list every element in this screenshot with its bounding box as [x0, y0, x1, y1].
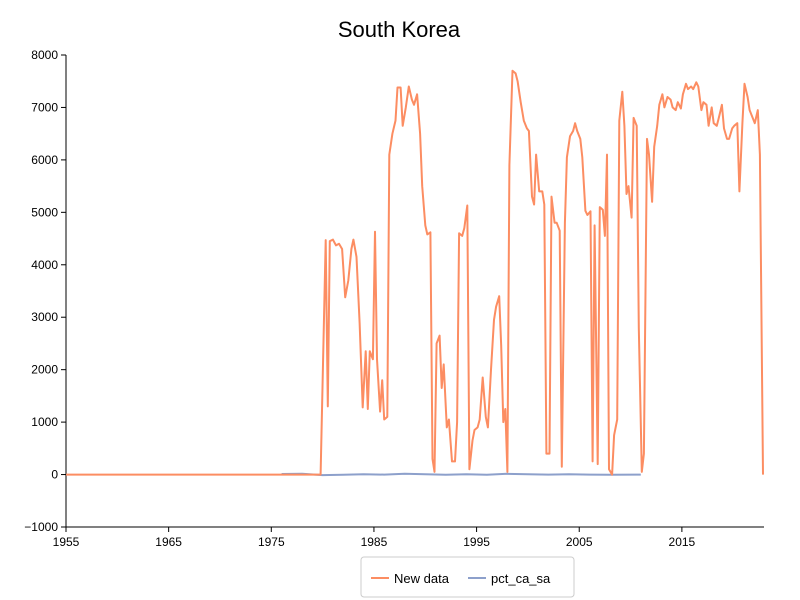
legend: New data pct_ca_sa [360, 556, 575, 598]
chart-title: South Korea [338, 17, 461, 42]
y-ticks: −1000 0 1000 2000 3000 4000 5000 6000 7000 8000 [24, 48, 66, 534]
x-tick-label: 1995 [463, 535, 490, 549]
y-tick-label: −1000 [24, 520, 58, 534]
series-line-pct-ca-sa [281, 472, 641, 477]
legend-box [360, 556, 575, 598]
y-tick-label: 2000 [31, 363, 58, 377]
y-tick-label: 1000 [31, 415, 58, 429]
axes [65, 55, 764, 528]
legend-label-new-data: New data [394, 571, 450, 586]
y-tick-label: 8000 [31, 48, 58, 62]
series-line-new-data [66, 69, 764, 476]
y-tick-label: 3000 [31, 310, 58, 324]
x-tick-label: 1955 [53, 535, 80, 549]
x-tick-label: 1985 [361, 535, 388, 549]
series-group [66, 69, 764, 477]
y-tick-label: 4000 [31, 258, 58, 272]
x-ticks: 1955 1965 1975 1985 1995 2005 2015 [53, 527, 696, 549]
y-tick-label: 5000 [31, 205, 58, 219]
y-tick-label: 0 [51, 468, 58, 482]
y-tick-label: 7000 [31, 100, 58, 114]
x-tick-label: 1975 [258, 535, 285, 549]
x-tick-label: 2005 [566, 535, 593, 549]
x-tick-label: 2015 [669, 535, 696, 549]
legend-label-pct-ca-sa: pct_ca_sa [491, 571, 551, 586]
x-tick-label: 1965 [155, 535, 182, 549]
y-tick-label: 6000 [31, 153, 58, 167]
